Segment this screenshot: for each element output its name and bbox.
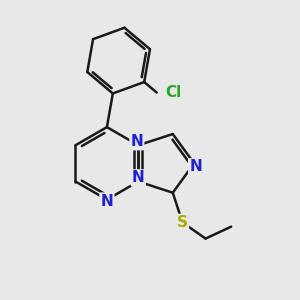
Text: S: S bbox=[177, 215, 188, 230]
Text: N: N bbox=[132, 170, 145, 185]
Text: Cl: Cl bbox=[165, 85, 181, 100]
Text: N: N bbox=[189, 159, 202, 174]
Text: N: N bbox=[100, 194, 113, 208]
Text: N: N bbox=[130, 134, 143, 149]
